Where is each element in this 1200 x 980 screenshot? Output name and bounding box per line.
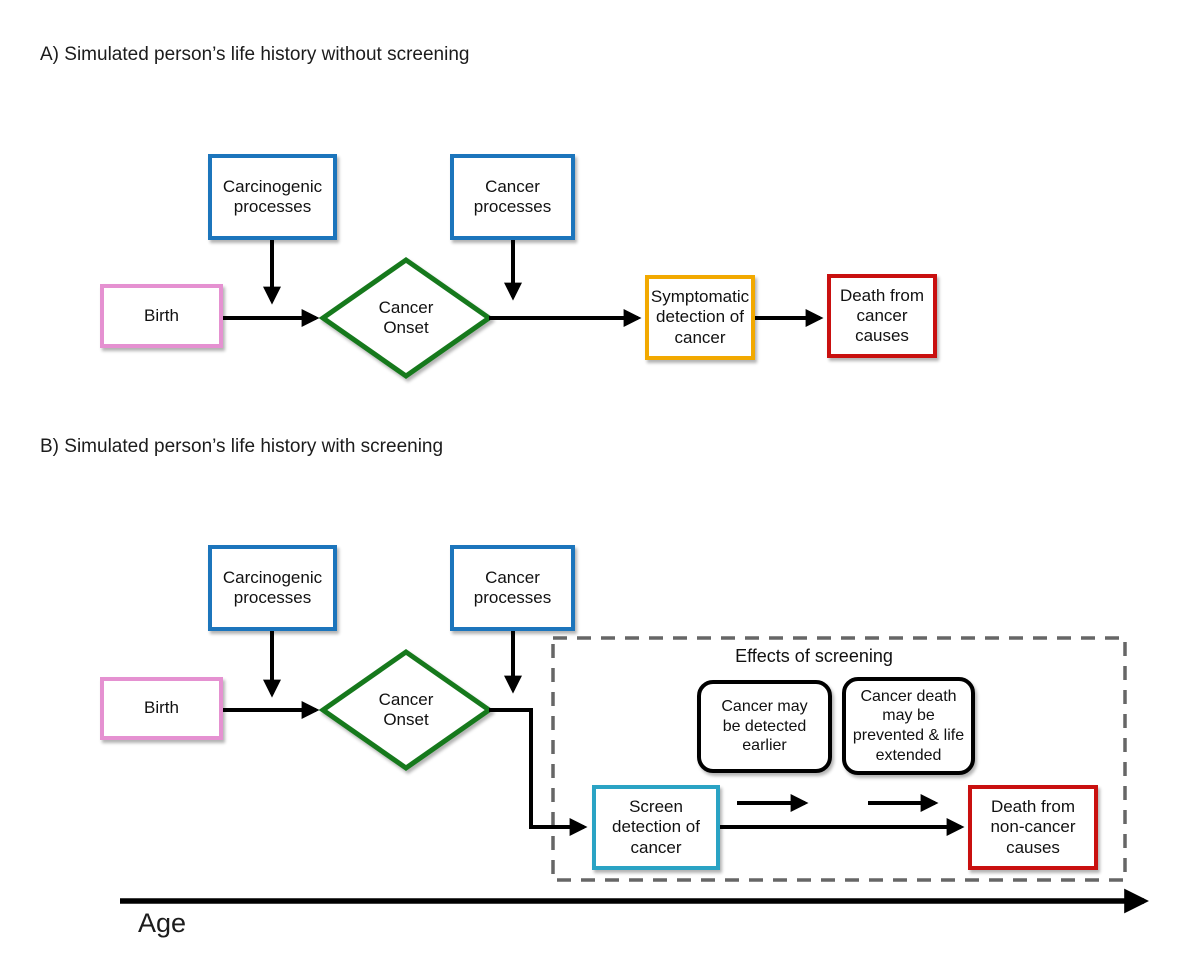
box-b-cancer-processes: Cancer processes (450, 545, 575, 631)
box-a-symptomatic-detection: Symptomatic detection of cancer (645, 275, 755, 360)
box-a-cancer-processes: Cancer processes (450, 154, 575, 240)
label-a-cancer-onset: Cancer Onset (378, 297, 434, 337)
box-b-screen-detection: Screen detection of cancer (592, 785, 720, 870)
label-b-cancer-onset: Cancer Onset (378, 689, 434, 729)
box-b-carcinogenic-processes: Carcinogenic processes (208, 545, 337, 631)
panel-a-title: A) Simulated person’s life history witho… (40, 44, 470, 65)
panel-b-title: B) Simulated person’s life history with … (40, 436, 444, 457)
age-axis-label: Age (138, 908, 187, 938)
box-b-effect-detected-earlier: Cancer may be detected earlier (697, 680, 832, 773)
box-a-death-from-cancer: Death from cancer causes (827, 274, 937, 358)
arrow-b-onset-to-screen-detection (489, 708, 588, 836)
box-b-effect-death-prevented: Cancer death may be prevented & life ext… (842, 677, 975, 775)
box-a-birth: Birth (100, 284, 223, 348)
box-b-death-from-non-cancer: Death from non-cancer causes (968, 785, 1098, 870)
cancer-onset-diamond-b (318, 648, 494, 772)
box-a-carcinogenic-processes: Carcinogenic processes (208, 154, 337, 240)
effects-of-screening-title: Effects of screening (735, 646, 893, 666)
cancer-onset-diamond-a (318, 256, 494, 380)
box-b-birth: Birth (100, 677, 223, 740)
